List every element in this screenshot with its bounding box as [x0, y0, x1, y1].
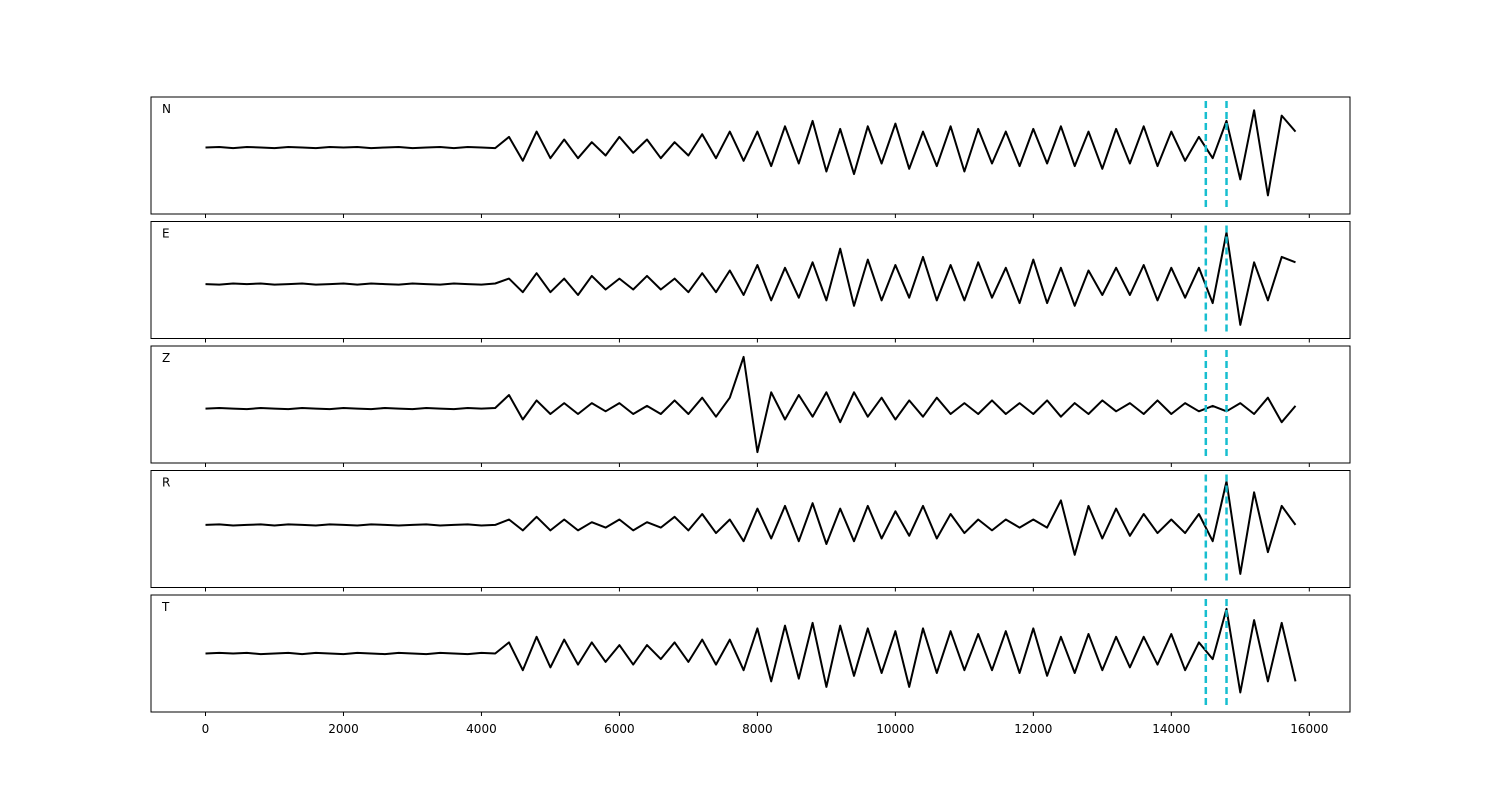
x-tick-label: 14000 — [1152, 722, 1190, 736]
x-tick-label: 4000 — [466, 722, 497, 736]
panel-label: E — [162, 227, 170, 241]
axes-frame — [150, 345, 1351, 464]
axes-frame — [150, 96, 1351, 215]
panel-label: Z — [162, 351, 170, 365]
panel-label: T — [161, 600, 170, 614]
waveform — [205, 231, 1296, 326]
x-tick-label: 8000 — [742, 722, 773, 736]
x-tick-label: 10000 — [876, 722, 914, 736]
axes-frame — [150, 221, 1351, 339]
axes-frame — [150, 470, 1351, 588]
x-tick-label: 2000 — [328, 722, 359, 736]
waveform — [205, 607, 1297, 694]
x-tick-label: 16000 — [1290, 722, 1328, 736]
panel-label: R — [162, 476, 170, 490]
waveform — [205, 480, 1297, 575]
waveform — [205, 109, 1297, 197]
panel-label: N — [162, 102, 171, 116]
x-tick-label: 6000 — [604, 722, 635, 736]
waveform — [205, 355, 1297, 454]
x-tick-label: 0 — [202, 722, 210, 736]
axes-frame — [150, 594, 1351, 713]
x-tick-label: 12000 — [1014, 722, 1052, 736]
